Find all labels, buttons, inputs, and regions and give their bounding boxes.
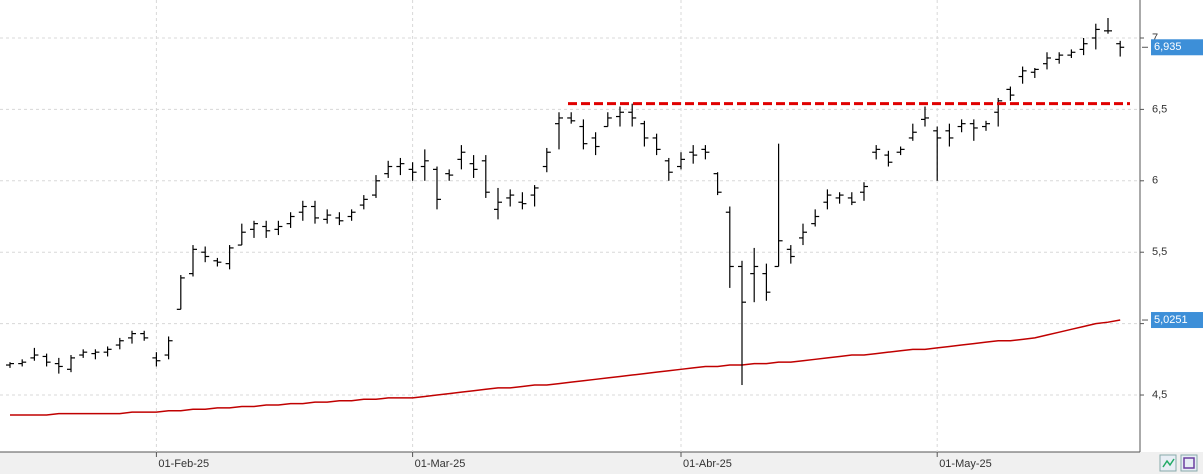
zoom-icon <box>1162 458 1175 468</box>
x-tick-label: 01-Mar-25 <box>415 458 466 470</box>
price-label: 5,0251 <box>1154 314 1188 326</box>
y-tick-label: 4,5 <box>1152 389 1167 401</box>
y-tick-label: 6 <box>1152 175 1158 187</box>
x-tick-label: 01-Feb-25 <box>158 458 209 470</box>
price-label-box <box>1151 39 1203 56</box>
x-tick-label: 01-May-25 <box>939 458 992 470</box>
y-tick-label: 5,5 <box>1152 246 1167 258</box>
price-label: 6,935 <box>1154 41 1182 53</box>
y-tick-label: 7 <box>1152 32 1158 44</box>
save-button[interactable] <box>1180 454 1198 472</box>
x-tick-label: 01-Abr-25 <box>683 458 732 470</box>
x-axis-band <box>0 452 1203 474</box>
save-icon <box>1183 457 1195 469</box>
price-label-box <box>1151 312 1203 329</box>
moving-average-line <box>10 319 1121 416</box>
y-tick-label: 6,5 <box>1152 103 1167 115</box>
